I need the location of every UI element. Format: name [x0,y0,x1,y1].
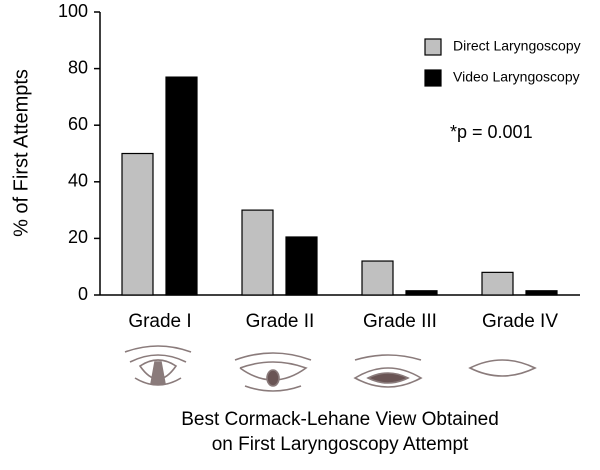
y-tick-label: 20 [68,227,88,247]
bar [241,209,274,296]
bar [405,290,438,296]
legend-swatch [424,38,442,56]
grade-4-icon [468,359,537,377]
bar [361,260,394,296]
y-axis-label: % of First Attempts [10,69,32,237]
x-axis-label: on First Laryngoscopy Attempt [212,434,469,455]
grade-1-icon [124,345,192,386]
x-tick-label: Grade IV [482,311,558,332]
bar [165,76,198,296]
x-axis-label: Best Cormack-Lehane View Obtained [181,409,499,430]
bar [481,271,514,296]
x-tick-label: Grade II [246,311,315,332]
y-tick-label: 40 [68,171,88,191]
x-tick-label: Grade III [363,311,437,332]
bar [121,152,154,296]
y-tick-label: 80 [68,57,88,77]
legend-swatch [424,69,442,87]
legend-label: Video Laryngoscopy [453,69,580,85]
x-tick-label: Grade I [128,311,191,332]
grade-icons [124,345,537,392]
grade-2-icon [234,352,312,392]
y-tick-label: 0 [78,284,88,304]
grade-3-icon [353,354,423,388]
legend-label: Direct Laryngoscopy [453,38,581,54]
bar [525,290,558,296]
annotation: *p = 0.001 [450,122,533,142]
bar [285,236,318,296]
y-tick-label: 100 [58,1,88,21]
y-tick-label: 60 [68,114,88,134]
